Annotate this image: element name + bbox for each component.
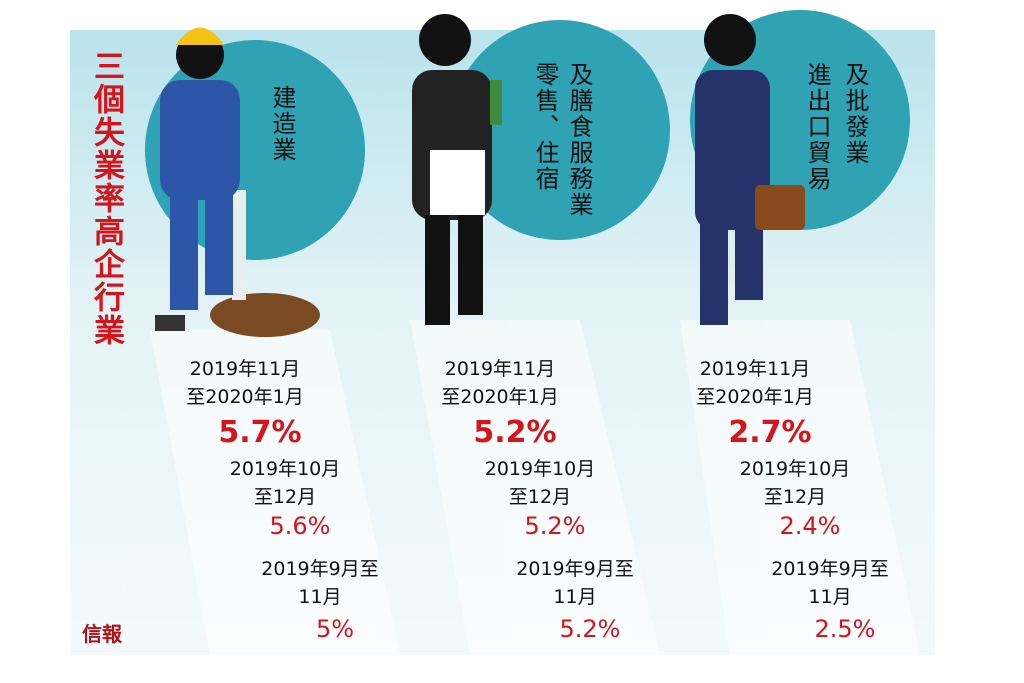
waiter <box>412 14 502 325</box>
businessman <box>695 14 805 325</box>
unemployment-rate: 5.7% <box>218 415 302 450</box>
unemployment-rate: 2.5% <box>814 615 876 643</box>
industry-name: 建造業 <box>268 85 296 163</box>
period-label: 2019年9月至 <box>261 558 379 580</box>
title: 三個失業率高企行業 <box>88 50 124 347</box>
period-label: 至2020年1月 <box>186 386 304 408</box>
period-label: 2019年9月至 <box>771 558 889 580</box>
period-label: 2019年9月至 <box>516 558 634 580</box>
unemployment-rate: 5% <box>315 615 355 643</box>
unemployment-rate: 5.2% <box>559 615 621 643</box>
industry-name: 及批發業 <box>841 62 869 166</box>
period-label: 11月 <box>808 586 852 608</box>
source-logo: 信報 <box>82 622 122 646</box>
unemployment-rate: 5.6% <box>269 512 331 540</box>
period-label: 至12月 <box>763 486 827 508</box>
period-label: 2019年11月 <box>444 358 556 380</box>
unemployment-rate: 5.2% <box>524 512 586 540</box>
period-label: 2019年10月 <box>484 458 596 480</box>
period-label: 2019年10月 <box>229 458 341 480</box>
period-label: 2019年11月 <box>699 358 811 380</box>
period-label: 2019年11月 <box>189 358 301 380</box>
industry-name: 進出口貿易 <box>803 62 831 192</box>
period-label: 11月 <box>298 586 342 608</box>
industry-name: 及膳食服務業 <box>565 62 593 218</box>
period-label: 至12月 <box>508 486 572 508</box>
unemployment-rate: 2.4% <box>779 512 841 540</box>
period-label: 至2020年1月 <box>441 386 559 408</box>
unemployment-rate: 2.7% <box>728 415 812 450</box>
worker <box>155 27 320 337</box>
industry-name: 零售、住宿 <box>531 62 559 192</box>
period-label: 至2020年1月 <box>696 386 814 408</box>
unemployment-rate: 5.2% <box>473 415 557 450</box>
period-label: 至12月 <box>253 486 317 508</box>
period-label: 11月 <box>553 586 597 608</box>
period-label: 2019年10月 <box>739 458 851 480</box>
